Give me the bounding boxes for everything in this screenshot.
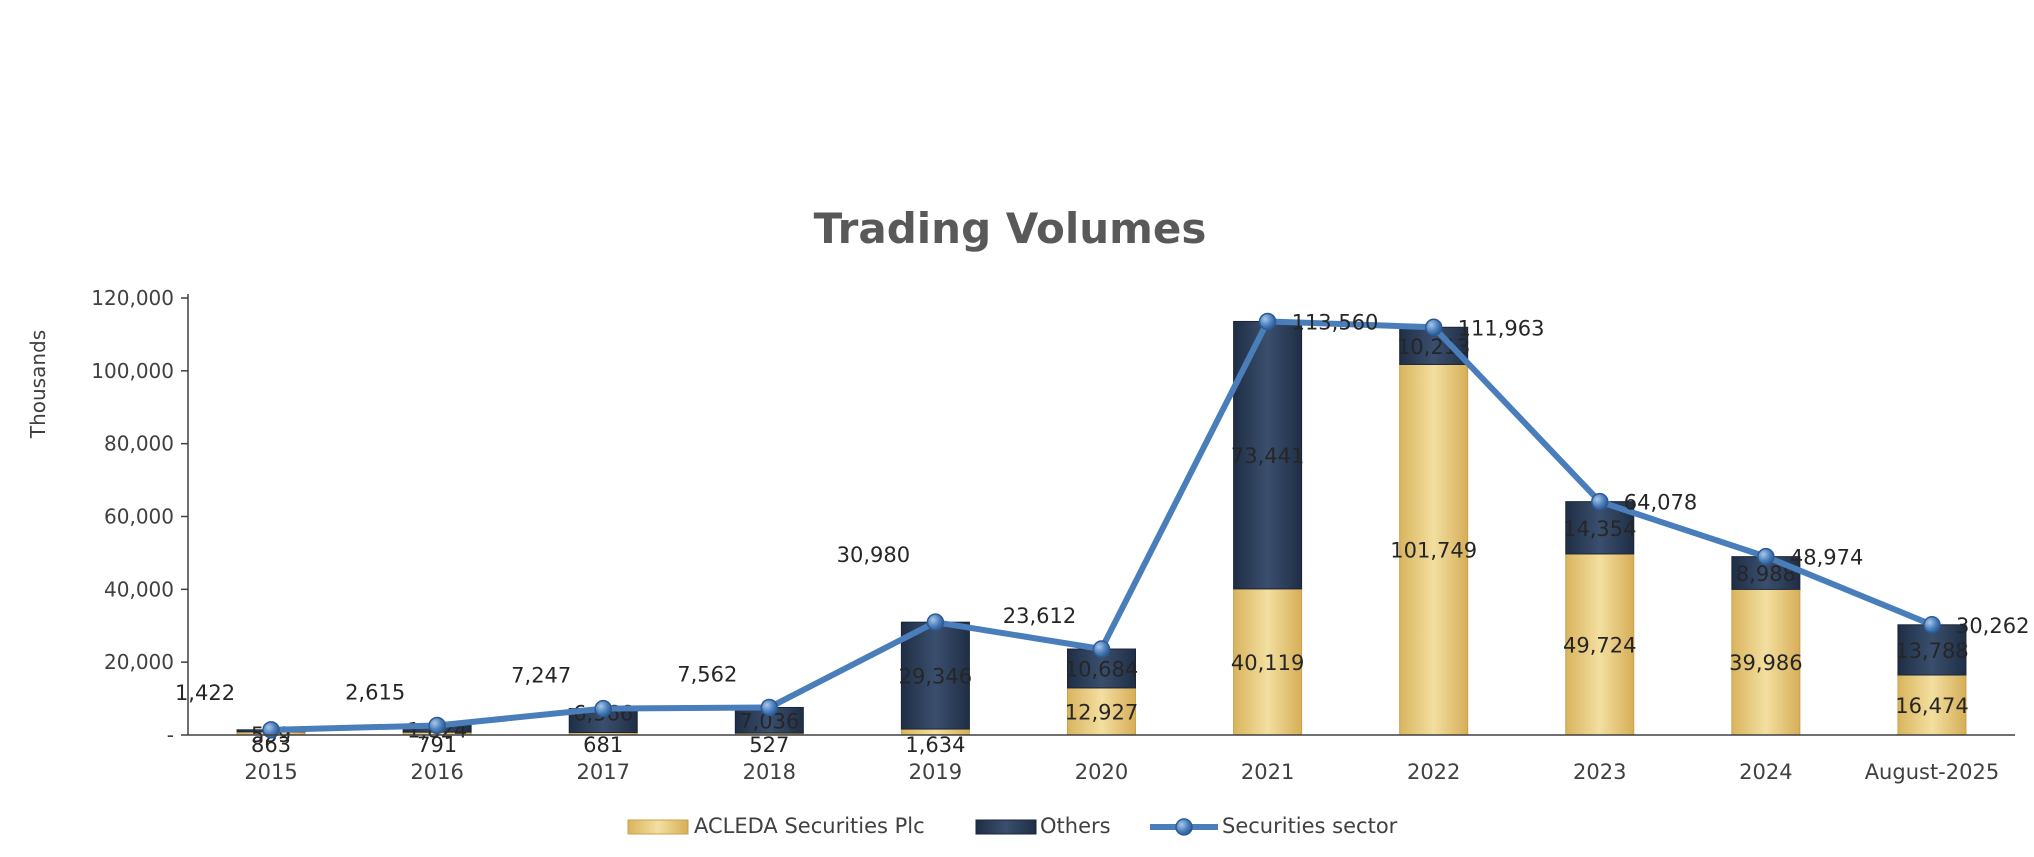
marker-securities-2020 <box>1092 640 1111 658</box>
y-axis: - 20,000 40,000 60,000 80,000 100,000 120,000 <box>91 286 189 747</box>
x-tick-label: 2016 <box>410 760 463 784</box>
y-tick-label: 100,000 <box>91 359 174 383</box>
label-securities-2020: 23,612 <box>1003 604 1076 628</box>
x-tick-label: August-2025 <box>1865 760 2000 784</box>
marker-securities-2016 <box>428 716 446 735</box>
marker-securities-2017 <box>594 699 612 718</box>
label-acleda-August-2025: 16,474 <box>1895 694 1968 718</box>
y-axis-label: Thousands <box>26 330 50 439</box>
label-acleda-2022: 101,749 <box>1390 539 1477 563</box>
y-tick-label: 120,000 <box>91 286 174 310</box>
x-tick-label: 2024 <box>1739 760 1792 784</box>
label-acleda-2021: 40,119 <box>1231 651 1304 675</box>
label-others-2020: 10,684 <box>1065 657 1138 681</box>
legend-label-others: Others <box>1040 814 1111 838</box>
legend-swatch-acleda <box>627 819 689 835</box>
label-others-2019: 29,346 <box>899 665 972 689</box>
label-acleda-2020: 12,927 <box>1065 700 1138 724</box>
y-tick-label: - <box>167 723 174 747</box>
bar-acleda-August-2025 <box>1897 674 1967 736</box>
label-securities-2022: 111,963 <box>1458 316 1545 340</box>
x-tick-label: 2019 <box>909 760 962 784</box>
label-acleda-2018: 527 <box>749 733 789 757</box>
x-tick-label: 2021 <box>1241 760 1294 784</box>
y-tick-label: 80,000 <box>104 432 174 456</box>
marker-securities-2021 <box>1258 312 1277 331</box>
bar-data-labels: 8635597911,8246816,5665277,0361,63429,34… <box>251 335 1969 757</box>
x-axis: 2015 2016 2017 2018 2019 2020 2021 2022 2023 2024… <box>188 734 2015 784</box>
legend-swatch-others <box>975 819 1037 835</box>
legend-label-acleda: ACLEDA Securities Plc <box>694 814 925 838</box>
y-tick-label: 20,000 <box>104 650 174 674</box>
label-securities-2024: 48,974 <box>1790 546 1863 570</box>
y-tick-label: 40,000 <box>104 577 174 601</box>
label-acleda-2023: 49,724 <box>1563 633 1636 657</box>
label-acleda-2019: 1,634 <box>905 733 965 757</box>
label-securities-August-2025: 30,262 <box>1956 614 2029 638</box>
legend-label-securities: Securities sector <box>1222 814 1398 838</box>
x-tick-label: 2017 <box>577 760 630 784</box>
label-securities-2018: 7,562 <box>677 662 737 686</box>
x-tick-label: 2018 <box>743 760 796 784</box>
bar-acleda-2023 <box>1565 553 1635 736</box>
bar-others-2019 <box>900 621 970 730</box>
x-tick-label: 2015 <box>244 760 297 784</box>
label-securities-2021: 113,560 <box>1292 310 1379 334</box>
label-securities-2017: 7,247 <box>511 664 571 688</box>
marker-securities-August-2025 <box>1923 616 1941 634</box>
marker-securities-2019 <box>926 613 945 631</box>
chart-title: Trading Volumes <box>814 204 1207 253</box>
label-securities-2016: 2,615 <box>345 680 405 704</box>
label-others-August-2025: 13,788 <box>1895 639 1968 663</box>
marker-securities-2023 <box>1591 492 1609 511</box>
line-series: 1,422 2,615 7,247 7,562 30,980 23,612 113,560 1… <box>175 310 2029 739</box>
label-securities-2015: 1,422 <box>175 681 235 705</box>
bar-acleda-2020 <box>1067 687 1136 736</box>
marker-securities-2024 <box>1757 547 1775 566</box>
label-others-2021: 73,441 <box>1231 444 1304 468</box>
label-securities-2023: 64,078 <box>1624 491 1697 515</box>
label-acleda-2016: 791 <box>417 733 457 757</box>
legend: ACLEDA Securities Plc Others Securities se… <box>627 814 1398 838</box>
label-securities-2019: 30,980 <box>837 543 910 567</box>
marker-securities-2018 <box>760 698 779 717</box>
bar-acleda-2021 <box>1233 588 1303 736</box>
x-tick-label: 2022 <box>1407 760 1460 784</box>
label-acleda-2024: 39,986 <box>1729 651 1802 675</box>
bar-acleda-2022 <box>1399 363 1469 736</box>
marker-securities-2015 <box>262 721 280 739</box>
marker-securities-2022 <box>1424 318 1443 337</box>
y-tick-label: 60,000 <box>104 505 174 529</box>
label-others-2023: 14,354 <box>1563 517 1636 541</box>
legend-swatch-marker <box>1175 818 1193 836</box>
x-tick-label: 2020 <box>1075 760 1128 784</box>
label-acleda-2017: 681 <box>583 733 623 757</box>
x-tick-label: 2023 <box>1573 760 1626 784</box>
bar-series <box>236 320 1967 736</box>
